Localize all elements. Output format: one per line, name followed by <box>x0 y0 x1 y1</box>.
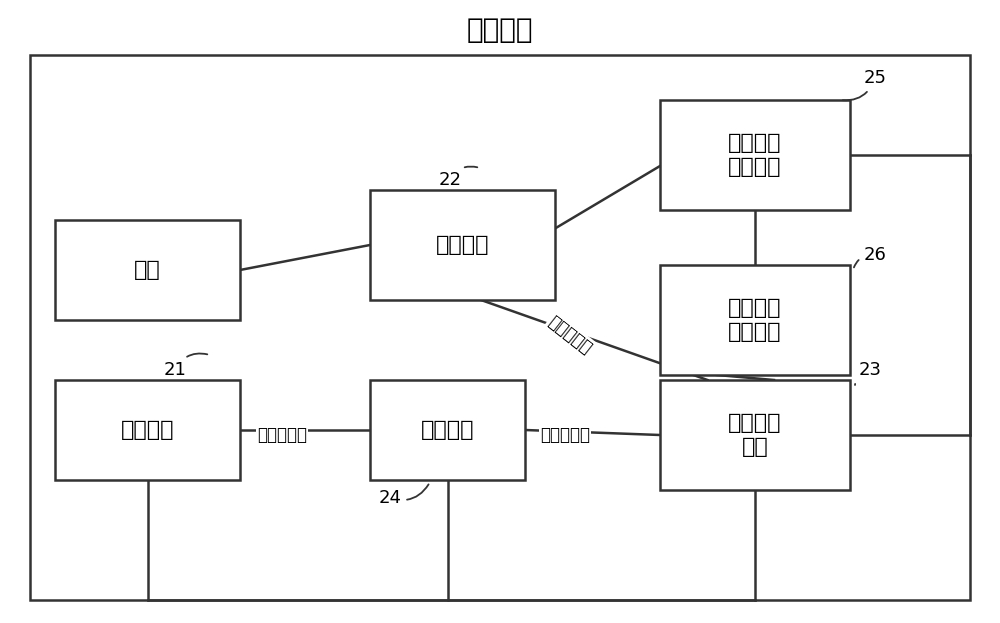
Text: 第一隔直
耦合电路: 第一隔直 耦合电路 <box>728 298 782 341</box>
Text: 22: 22 <box>438 166 477 189</box>
Text: 电池: 电池 <box>134 260 161 280</box>
Text: 第一充电
控制芯片: 第一充电 控制芯片 <box>728 133 782 176</box>
Bar <box>30 55 970 600</box>
Bar <box>370 380 525 480</box>
Bar <box>660 380 850 490</box>
Bar <box>660 100 850 210</box>
Text: 21: 21 <box>164 353 207 379</box>
Text: 终端设备: 终端设备 <box>467 16 533 44</box>
Text: 23: 23 <box>855 361 882 385</box>
Text: 第一充电
接口: 第一充电 接口 <box>728 414 782 457</box>
Bar <box>55 220 240 320</box>
Text: 第一开关: 第一开关 <box>421 420 474 440</box>
Text: 第一数据线: 第一数据线 <box>540 426 590 444</box>
Bar <box>55 380 240 480</box>
Text: 第一数据线: 第一数据线 <box>257 426 307 444</box>
Text: 第一电源线: 第一电源线 <box>545 313 595 358</box>
Text: 26: 26 <box>854 246 886 267</box>
Text: 24: 24 <box>378 485 429 507</box>
Bar <box>660 265 850 375</box>
Text: 系统芯片: 系统芯片 <box>121 420 174 440</box>
Text: 充电芯片: 充电芯片 <box>436 235 489 255</box>
Text: 25: 25 <box>843 69 887 100</box>
Bar <box>370 190 555 300</box>
